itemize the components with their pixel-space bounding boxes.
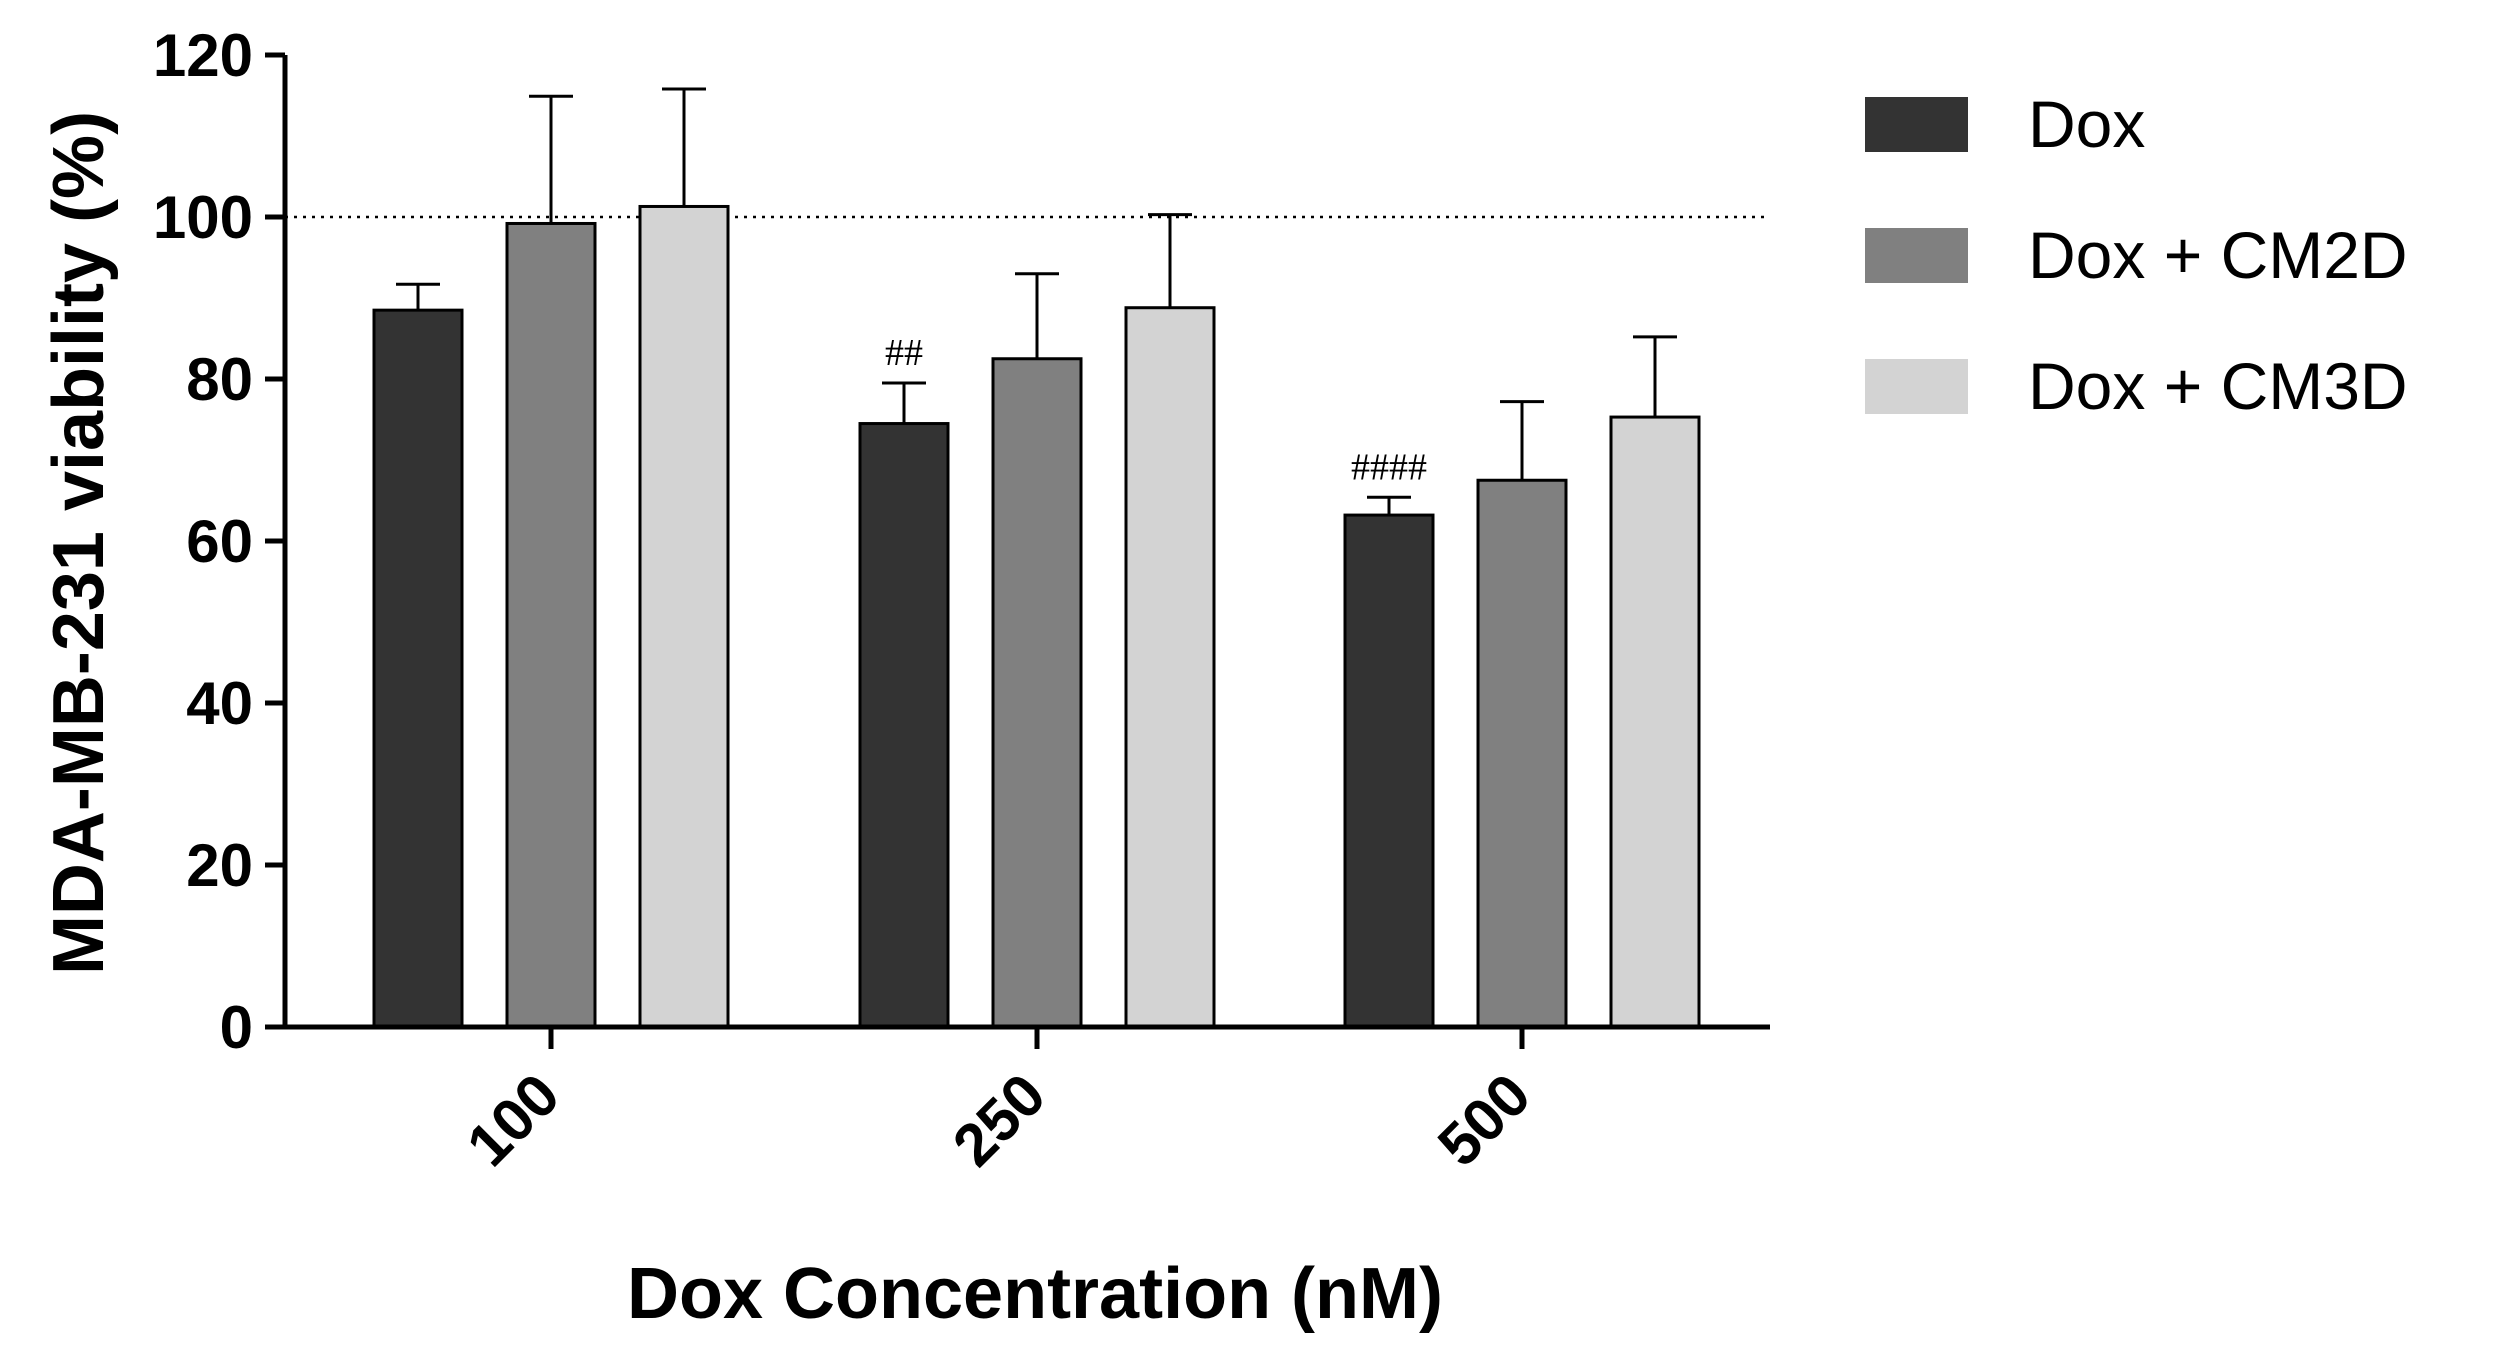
legend-swatch — [1865, 97, 1968, 152]
x-axis-title: Dox Concentration (nM) — [627, 1254, 1443, 1334]
y-tick-label: 100 — [153, 184, 253, 251]
bar-dox-cm2d-500 — [1476, 478, 1568, 1029]
x-axis: 100 250 500 — [283, 1024, 1770, 1179]
legend-label: Dox + CM3D — [2028, 349, 2408, 423]
y-tick-label: 20 — [186, 832, 253, 899]
y-tick-label: 120 — [153, 22, 253, 89]
bar-dox-cm3d-100 — [638, 204, 730, 1029]
y-axis: 0 20 40 60 80 100 120 — [153, 22, 288, 1061]
x-tick-label: 250 — [940, 1061, 1058, 1179]
legend: Dox Dox + CM2D Dox + CM3D — [1865, 87, 2408, 423]
legend-label: Dox — [2028, 87, 2145, 161]
plot-area: ###### — [285, 87, 1770, 1029]
bar-dox-cm2d-100 — [505, 221, 597, 1029]
y-tick-label: 80 — [186, 346, 253, 413]
x-tick-label: 100 — [454, 1061, 572, 1179]
y-tick-label: 60 — [186, 508, 253, 575]
y-axis-title: MDA-MB-231 viability (%) — [39, 111, 119, 975]
legend-swatch — [1865, 228, 1968, 283]
legend-label: Dox + CM2D — [2028, 218, 2408, 292]
significance-annotation: #### — [1351, 446, 1427, 488]
bar-dox-cm3d-250 — [1124, 306, 1216, 1029]
legend-swatch — [1865, 359, 1968, 414]
bar-dox-250 — [858, 422, 950, 1029]
significance-annotation: ## — [885, 332, 923, 374]
y-tick-label: 0 — [220, 994, 253, 1061]
bar-dox-cm2d-250 — [991, 357, 1083, 1029]
bar-dox-cm3d-500 — [1609, 415, 1701, 1029]
y-tick-label: 40 — [186, 670, 253, 737]
bar-dox-500 — [1343, 513, 1435, 1029]
bar-dox-100 — [372, 308, 464, 1029]
x-tick-label: 500 — [1425, 1061, 1543, 1179]
